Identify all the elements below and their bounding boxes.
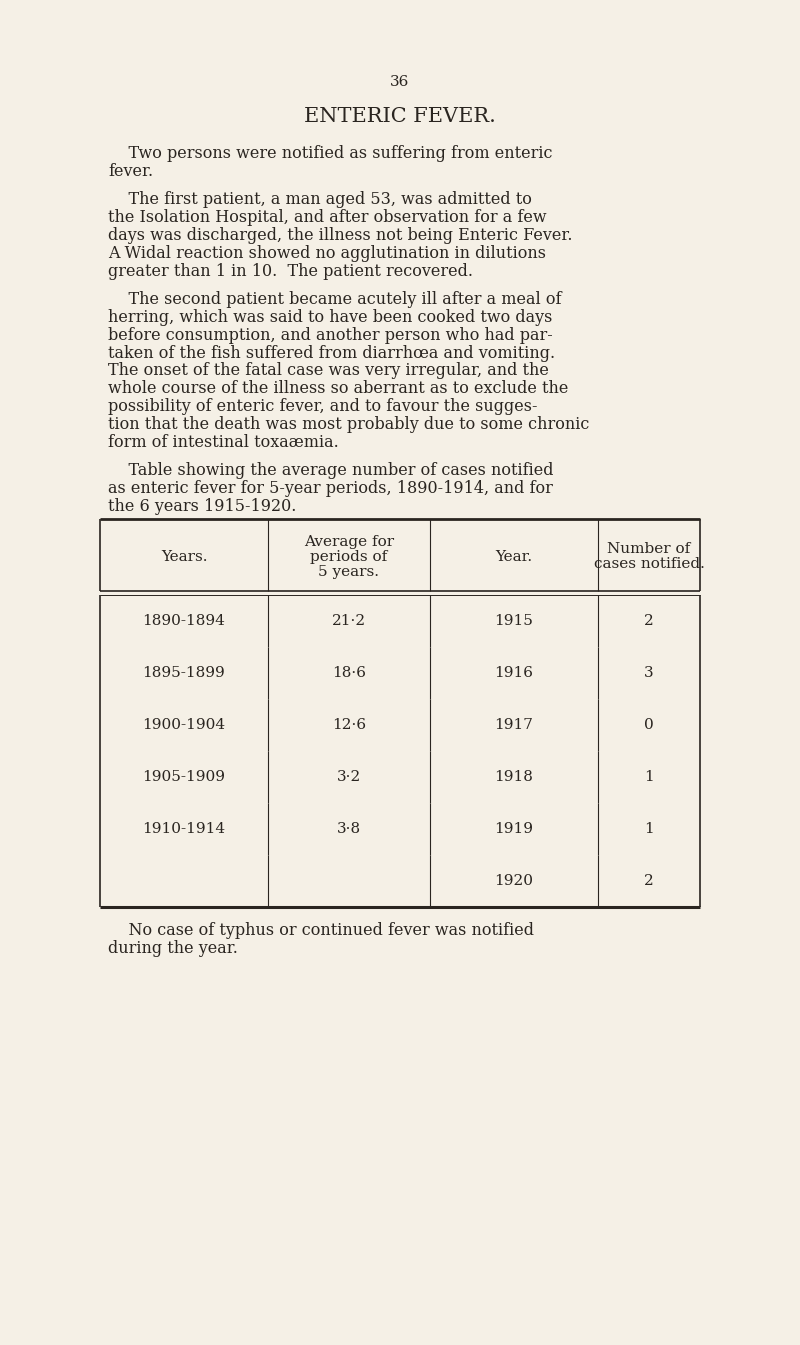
Text: A Widal reaction showed no agglutination in dilutions: A Widal reaction showed no agglutination… — [108, 245, 546, 262]
Text: The onset of the fatal case was very irregular, and the: The onset of the fatal case was very irr… — [108, 362, 549, 379]
Text: 1: 1 — [644, 822, 654, 837]
Text: 1917: 1917 — [494, 718, 534, 732]
Text: herring, which was said to have been cooked two days: herring, which was said to have been coo… — [108, 309, 552, 325]
Text: 3·8: 3·8 — [337, 822, 361, 837]
Text: The first patient, a man aged 53, was admitted to: The first patient, a man aged 53, was ad… — [108, 191, 532, 208]
Text: tion that the death was most probably due to some chronic: tion that the death was most probably du… — [108, 416, 590, 433]
Text: 1919: 1919 — [494, 822, 534, 837]
Text: 1915: 1915 — [494, 615, 534, 628]
Text: 1: 1 — [644, 771, 654, 784]
Text: possibility of enteric fever, and to favour the sugges-: possibility of enteric fever, and to fav… — [108, 398, 538, 416]
Text: 1920: 1920 — [494, 874, 534, 888]
Text: 1895-1899: 1895-1899 — [142, 666, 226, 681]
Text: periods of: periods of — [310, 550, 388, 564]
Text: 21·2: 21·2 — [332, 615, 366, 628]
Text: fever.: fever. — [108, 163, 153, 180]
Text: ENTERIC FEVER.: ENTERIC FEVER. — [304, 108, 496, 126]
Text: the Isolation Hospital, and after observation for a few: the Isolation Hospital, and after observ… — [108, 210, 546, 226]
Text: Year.: Year. — [495, 550, 533, 564]
Text: cases notified.: cases notified. — [594, 557, 705, 572]
Text: 1918: 1918 — [494, 771, 534, 784]
Text: Table showing the average number of cases notified: Table showing the average number of case… — [108, 463, 554, 479]
Text: taken of the fish suffered from diarrhœa and vomiting.: taken of the fish suffered from diarrhœa… — [108, 344, 555, 362]
Text: 18·6: 18·6 — [332, 666, 366, 681]
Text: 3·2: 3·2 — [337, 771, 361, 784]
Text: Years.: Years. — [161, 550, 207, 564]
Text: 1900-1904: 1900-1904 — [142, 718, 226, 732]
Text: whole course of the illness so aberrant as to exclude the: whole course of the illness so aberrant … — [108, 381, 568, 397]
Text: 1916: 1916 — [494, 666, 534, 681]
Text: before consumption, and another person who had par-: before consumption, and another person w… — [108, 327, 553, 344]
Text: 1910-1914: 1910-1914 — [142, 822, 226, 837]
Text: form of intestinal toxaæmia.: form of intestinal toxaæmia. — [108, 434, 338, 451]
Text: during the year.: during the year. — [108, 940, 238, 958]
Text: 1905-1909: 1905-1909 — [142, 771, 226, 784]
Text: 2: 2 — [644, 874, 654, 888]
Text: The second patient became acutely ill after a meal of: The second patient became acutely ill af… — [108, 291, 562, 308]
Text: the 6 years 1915-1920.: the 6 years 1915-1920. — [108, 498, 296, 515]
Text: 36: 36 — [390, 75, 410, 89]
Text: Two persons were notified as suffering from enteric: Two persons were notified as suffering f… — [108, 145, 553, 161]
Text: days was discharged, the illness not being Enteric Fever.: days was discharged, the illness not bei… — [108, 227, 573, 243]
Text: 5 years.: 5 years. — [318, 565, 379, 578]
Text: 12·6: 12·6 — [332, 718, 366, 732]
Text: Number of: Number of — [607, 542, 690, 557]
Text: 2: 2 — [644, 615, 654, 628]
Text: Average for: Average for — [304, 535, 394, 549]
Text: 3: 3 — [644, 666, 654, 681]
Text: greater than 1 in 10.  The patient recovered.: greater than 1 in 10. The patient recove… — [108, 262, 473, 280]
Text: 0: 0 — [644, 718, 654, 732]
Text: 1890-1894: 1890-1894 — [142, 615, 226, 628]
Text: as enteric fever for 5-year periods, 1890-1914, and for: as enteric fever for 5-year periods, 189… — [108, 480, 553, 498]
Text: No case of typhus or continued fever was notified: No case of typhus or continued fever was… — [108, 923, 534, 939]
